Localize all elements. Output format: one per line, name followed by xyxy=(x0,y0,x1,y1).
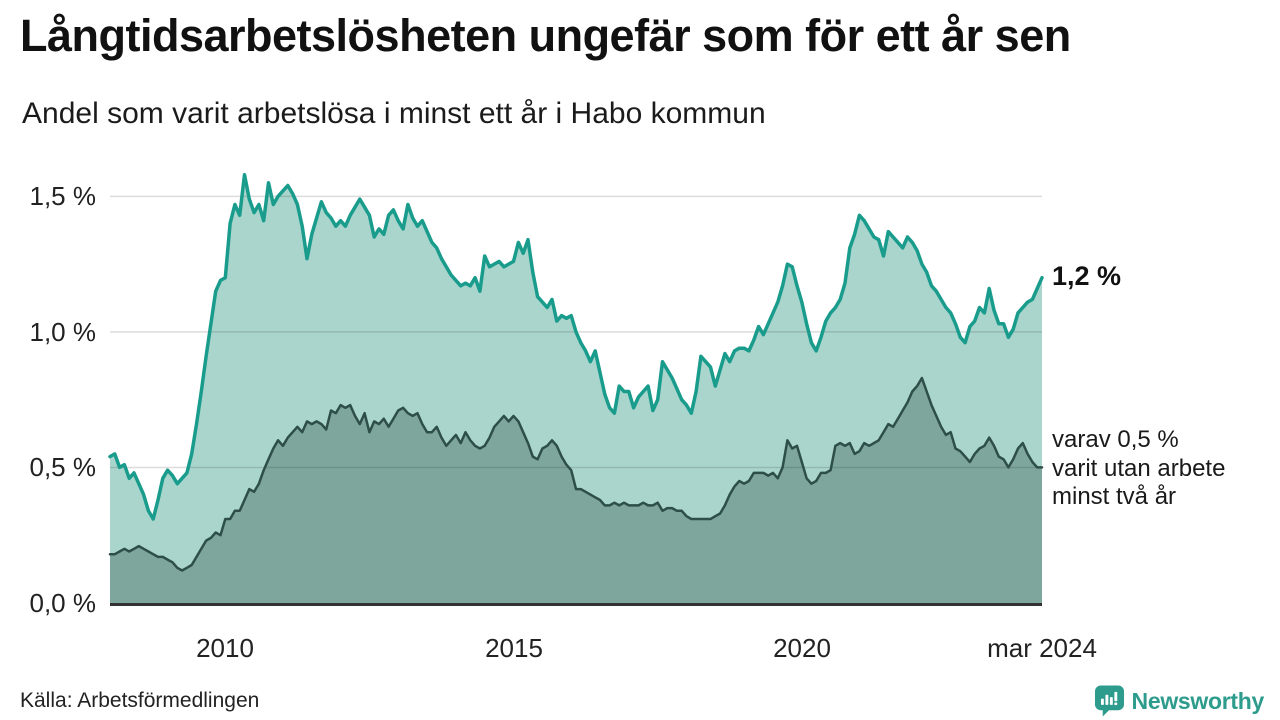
x-tick-label: 2020 xyxy=(773,633,831,663)
series2-annotation: varav 0,5 % varit utan arbete minst två … xyxy=(1052,426,1277,512)
y-tick-label: 1,5 % xyxy=(29,181,97,211)
series2-annotation-line: varit utan arbete xyxy=(1052,454,1226,482)
x-tick-label: 2010 xyxy=(196,633,254,663)
newsworthy-speech-bubble-icon xyxy=(1094,685,1124,717)
brand-logo: Newsworthy xyxy=(1094,684,1264,718)
series2-annotation-line: varav 0,5 % xyxy=(1052,426,1179,453)
series-2-line xyxy=(108,376,1044,572)
source-note: Källa: Arbetsförmedlingen xyxy=(20,689,260,712)
x-tick-label: mar 2024 xyxy=(987,633,1097,663)
series-1-line xyxy=(108,172,1044,521)
x-tick-label: 2015 xyxy=(485,633,543,663)
series1-end-value-label: 1,2 % xyxy=(1052,261,1122,291)
series-2-area xyxy=(110,378,1042,603)
page-title: Långtidsarbetslösheten ungefär som för e… xyxy=(20,10,1071,61)
y-tick-label: 1,0 % xyxy=(29,317,97,347)
brand-name: Newsworthy xyxy=(1131,687,1265,714)
series2-annotation-line: minst två år xyxy=(1052,483,1177,510)
chart-subtitle: Andel som varit arbetslösa i minst ett å… xyxy=(22,97,766,130)
y-tick-label: 0,5 % xyxy=(29,452,97,482)
y-tick-label: 0,0 % xyxy=(29,588,97,618)
